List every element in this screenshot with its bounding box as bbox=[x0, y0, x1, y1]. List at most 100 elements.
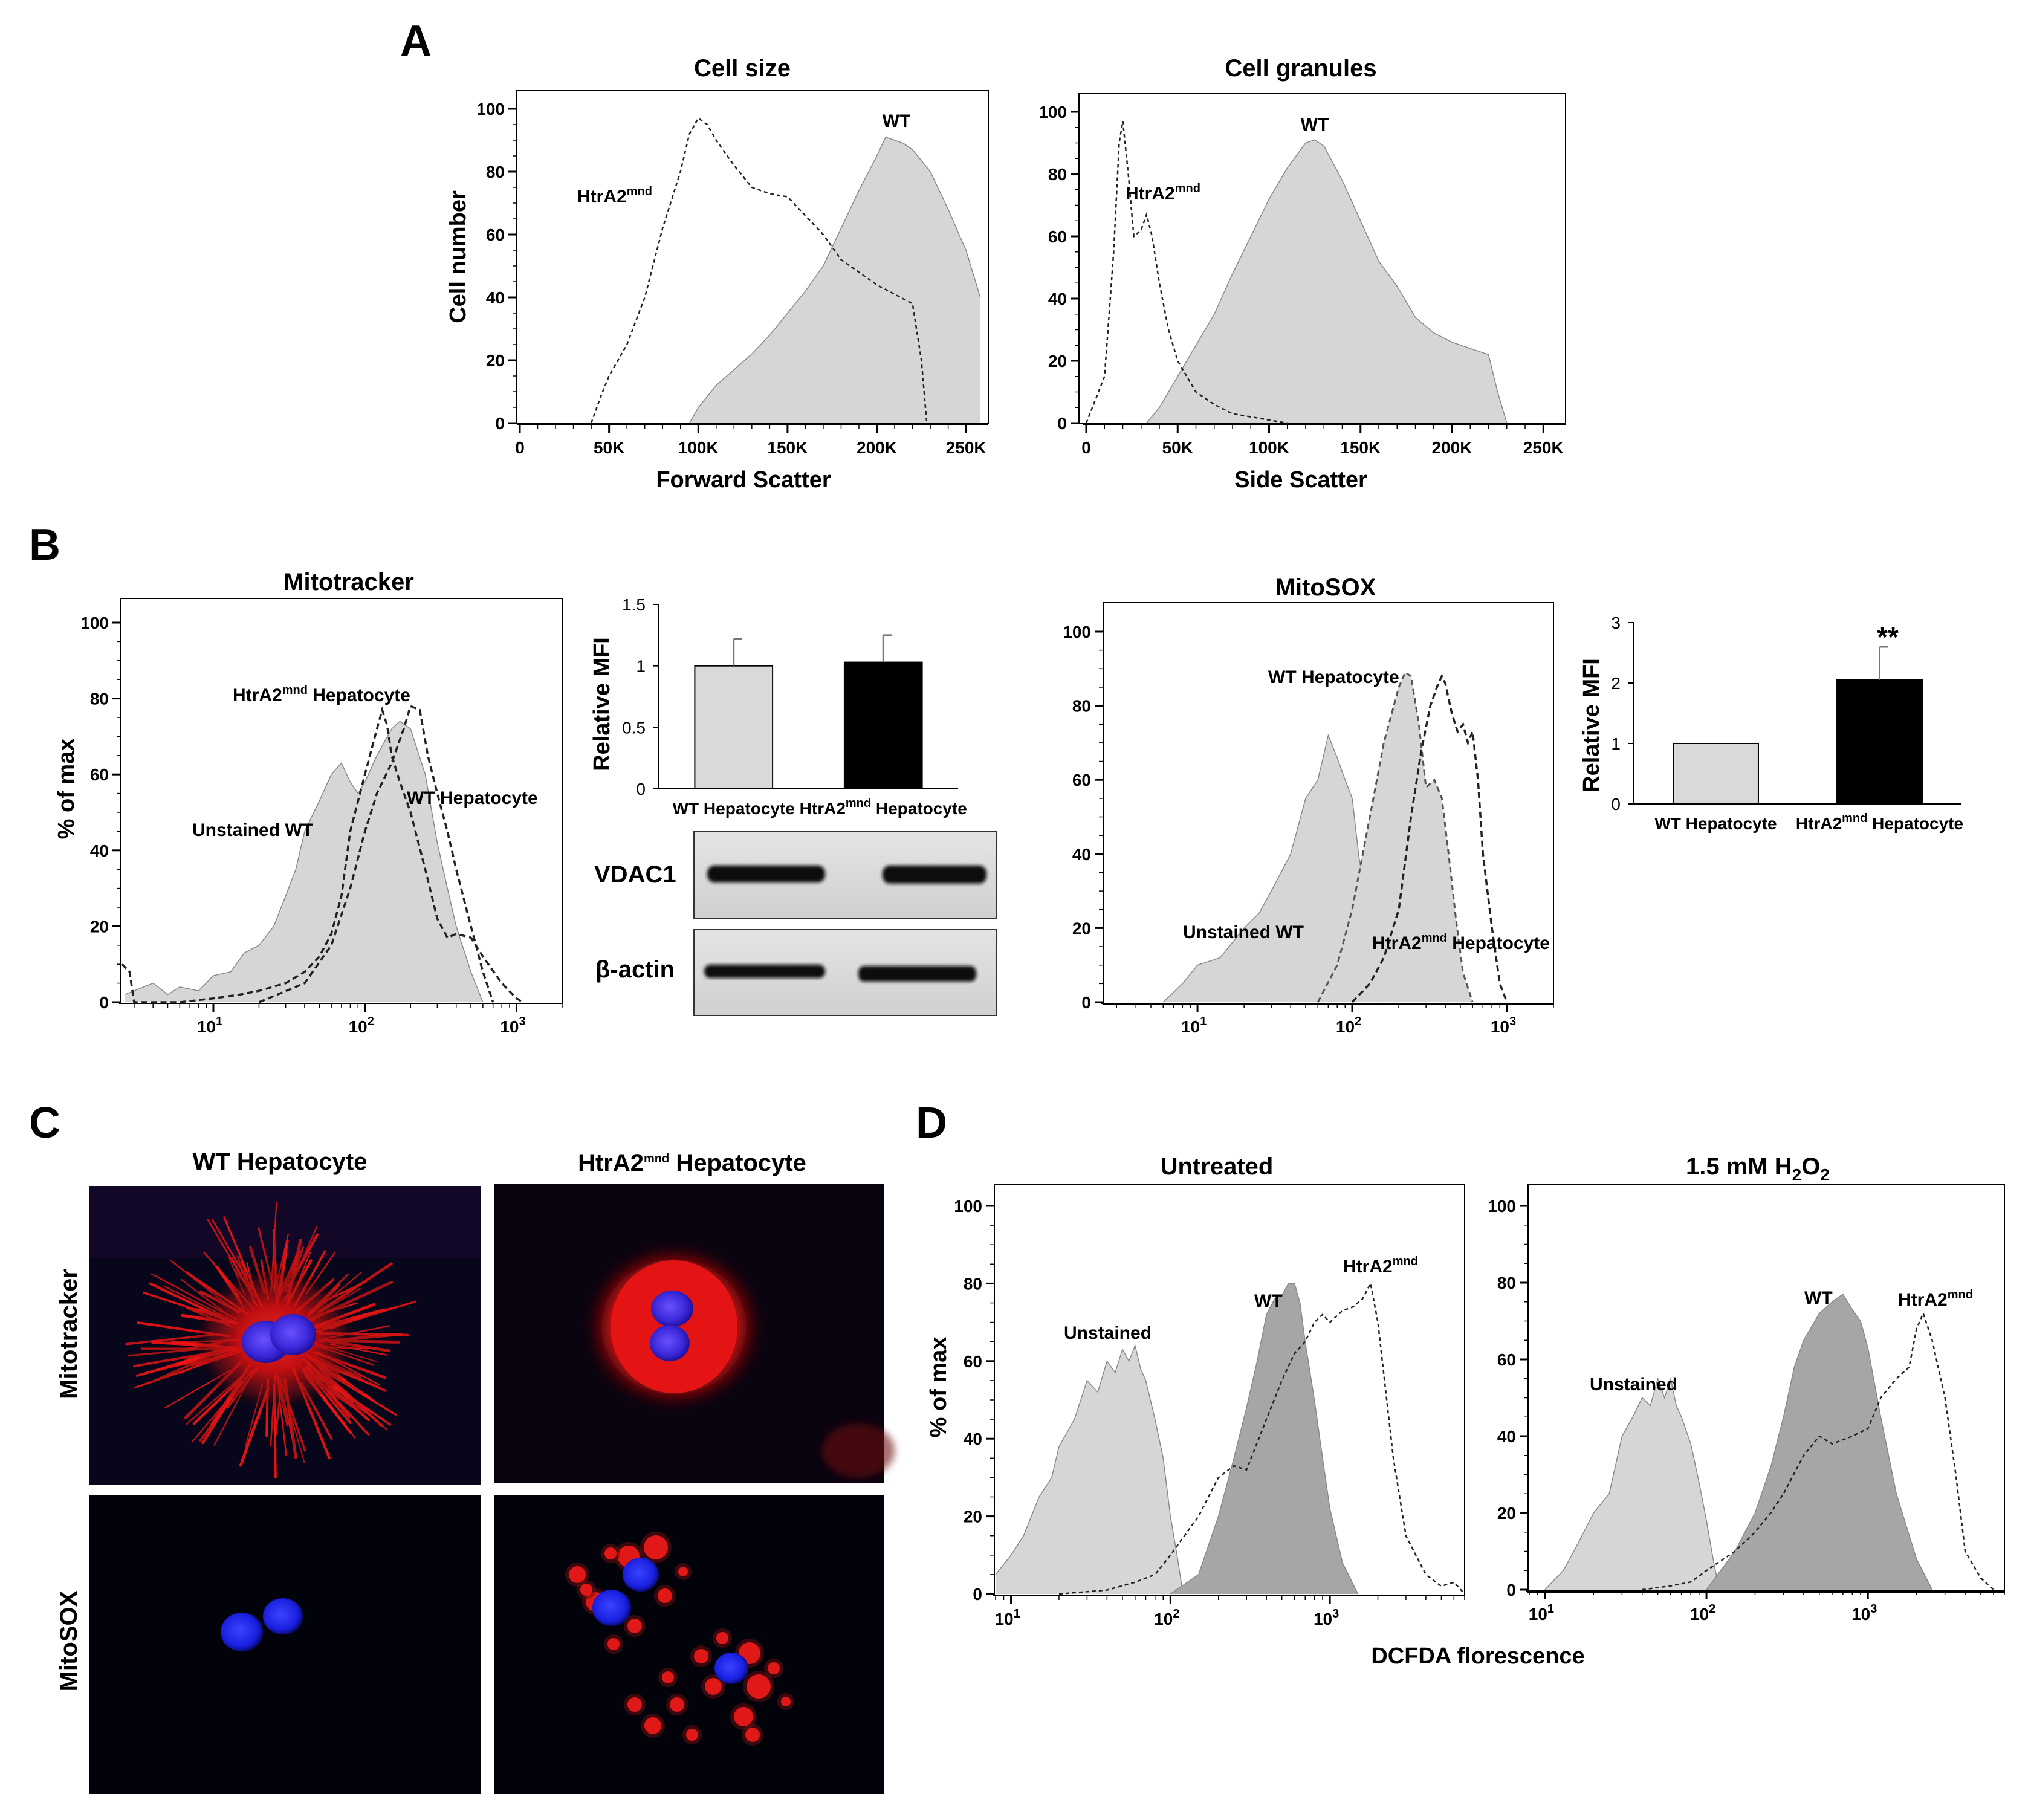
y-tick-label: 1 bbox=[1611, 734, 1621, 753]
title-subscript: 2 bbox=[1820, 1165, 1830, 1184]
micrograph-htra2-mitosox bbox=[494, 1495, 884, 1794]
mitotracker-mfi-chart: 0 0.5 1 1.5 WT Hepatocyte HtrA2mnd Hepatocyte… bbox=[589, 595, 967, 818]
x-tick-exponent: 3 bbox=[1332, 1607, 1339, 1621]
y-tick-label: 80 bbox=[1072, 697, 1091, 716]
y-tick-label: 0 bbox=[636, 780, 646, 798]
series-htra2mnd-hepatocyte-line bbox=[121, 706, 523, 1003]
series-wt-line bbox=[1170, 1283, 1359, 1595]
granule bbox=[644, 1535, 668, 1559]
series-wt-hepatocyte-area bbox=[1318, 672, 1473, 1002]
chart-title: MitoSOX bbox=[1275, 574, 1376, 601]
series-label-wt-hepatocyte: WT Hepatocyte bbox=[407, 788, 538, 808]
series-label-unstained-wt: Unstained WT bbox=[192, 820, 313, 840]
category-label: WT Hepatocyte bbox=[1654, 814, 1777, 833]
label-part: Hepatocyte bbox=[871, 799, 967, 818]
bar-htra2 bbox=[1836, 679, 1923, 805]
series-label-wt: WT bbox=[883, 111, 911, 131]
y-tick-label: 0 bbox=[973, 1585, 982, 1604]
series-unstained-wt-area bbox=[125, 721, 483, 1002]
mitotracker-chart: Mitotracker 0 20 40 60 80 100 101 102 103 % of m… bbox=[54, 569, 563, 1036]
chart-title: Untreated bbox=[1161, 1153, 1274, 1180]
x-tick-label: 102 bbox=[1154, 1607, 1179, 1628]
cell-granules-chart: Cell granules 0 20 40 60 80 100 0 50K 100K 150K 20… bbox=[1038, 55, 1566, 493]
y-tick-label: 1 bbox=[636, 657, 646, 676]
plot-area: 0 20 40 60 80 100 101 102 103 bbox=[1488, 1197, 2005, 1624]
label-part: HtrA2 bbox=[233, 685, 282, 705]
granule bbox=[580, 1584, 592, 1596]
label-superscript: mnd bbox=[1422, 931, 1447, 945]
y-axis-title: Relative MFI bbox=[1579, 658, 1604, 792]
chart-title: Mitotracker bbox=[283, 569, 414, 595]
band-actin-htra2 bbox=[858, 966, 976, 982]
y-tick-label: 20 bbox=[964, 1507, 982, 1526]
category-label: HtrA2mnd Hepatocyte bbox=[1796, 812, 1963, 833]
shared-x-axis-title: DCFDA florescence bbox=[1371, 1644, 1584, 1669]
title-subscript: 2 bbox=[1792, 1165, 1802, 1184]
category-label: HtrA2mnd Hepatocyte bbox=[800, 797, 967, 818]
y-tick-label: 80 bbox=[90, 690, 109, 708]
series-wt-area bbox=[1706, 1294, 1932, 1590]
x-tick-label: 200K bbox=[857, 438, 897, 457]
series-label-htra2: HtrA2mnd bbox=[577, 185, 652, 207]
label-part: HtrA2 bbox=[1372, 933, 1422, 953]
y-axis-title: % of max bbox=[926, 1337, 951, 1438]
y-tick-label: 60 bbox=[486, 225, 505, 244]
micrograph-wt-mitotracker bbox=[89, 1186, 481, 1485]
y-tick-label: 60 bbox=[964, 1352, 982, 1371]
vdac1-label: VDAC1 bbox=[594, 861, 676, 888]
x-tick-label: 102 bbox=[1690, 1602, 1715, 1624]
title-part: 1.5 mM H bbox=[1686, 1153, 1792, 1180]
granule bbox=[607, 1638, 620, 1650]
label-part: HtrA2 bbox=[1343, 1257, 1393, 1277]
label-part: HtrA2 bbox=[800, 799, 846, 818]
plot-area: 0 1 2 3 WT Hepatocyte HtrA2mnd Hepatocyte bbox=[1611, 614, 1963, 833]
granule bbox=[745, 1728, 760, 1742]
series-htra2mnd-line bbox=[1058, 1281, 1465, 1595]
y-tick-label: 1.5 bbox=[622, 595, 646, 614]
chart-title: Cell size bbox=[694, 55, 791, 82]
x-tick-label: 101 bbox=[994, 1607, 1020, 1628]
x-tick-exponent: 2 bbox=[1173, 1607, 1179, 1621]
y-axis-title: % of max bbox=[54, 739, 79, 840]
granule bbox=[569, 1566, 586, 1583]
series-label-htra2-hepatocyte: HtrA2mnd Hepatocyte bbox=[1372, 931, 1550, 953]
cell-size-chart: Cell size 0 20 40 60 80 100 0 50K 100K 150K 200K 25… bbox=[445, 55, 989, 493]
significance-marker: ** bbox=[1877, 621, 1899, 653]
x-tick-label: 50K bbox=[1162, 438, 1193, 457]
y-tick-label: 0 bbox=[1611, 795, 1621, 814]
series-label-unstained: Unstained bbox=[1590, 1375, 1677, 1394]
x-tick-exponent: 1 bbox=[1547, 1602, 1554, 1616]
y-tick-label: 0.5 bbox=[622, 718, 646, 737]
granule bbox=[644, 1717, 661, 1734]
series-htra2mnd-line bbox=[590, 117, 928, 424]
column-header-htra2: HtrA2mnd Hepatocyte bbox=[578, 1150, 806, 1176]
label-part: HtrA2 bbox=[578, 1150, 644, 1176]
bar-htra2 bbox=[843, 661, 923, 789]
x-tick-exponent: 2 bbox=[1355, 1015, 1361, 1028]
y-tick-label: 20 bbox=[1048, 352, 1067, 371]
panel-letter-a: A bbox=[400, 17, 432, 65]
series-wt-area bbox=[1170, 1283, 1358, 1594]
y-tick-label: 0 bbox=[1081, 993, 1091, 1012]
x-tick-label: 103 bbox=[1851, 1602, 1877, 1624]
plot-area: 0 20 40 60 80 100 0 50K 100K 150K 200K 250K bbox=[1038, 103, 1566, 457]
label-superscript: mnd bbox=[282, 684, 308, 697]
label-part: Hepatocyte bbox=[308, 685, 410, 705]
y-tick-label: 2 bbox=[1611, 674, 1621, 693]
y-tick-label: 0 bbox=[495, 414, 505, 433]
granule bbox=[678, 1567, 688, 1576]
series-wt-hepatocyte-line bbox=[258, 704, 494, 1003]
y-tick-label: 40 bbox=[1072, 845, 1091, 864]
series-label-wt: WT bbox=[1254, 1291, 1283, 1311]
x-tick-exponent: 2 bbox=[368, 1015, 374, 1028]
micrograph-htra2-mitotracker bbox=[494, 1184, 895, 1483]
series-unstained-area bbox=[1544, 1378, 1720, 1590]
granule bbox=[604, 1547, 617, 1559]
series-wt-area bbox=[689, 137, 980, 424]
granule bbox=[705, 1678, 722, 1695]
granule bbox=[716, 1632, 728, 1644]
row-label-mitotracker: Mitotracker bbox=[56, 1269, 82, 1399]
x-tick-exponent: 3 bbox=[1870, 1602, 1877, 1616]
label-superscript: mnd bbox=[1948, 1288, 1973, 1301]
